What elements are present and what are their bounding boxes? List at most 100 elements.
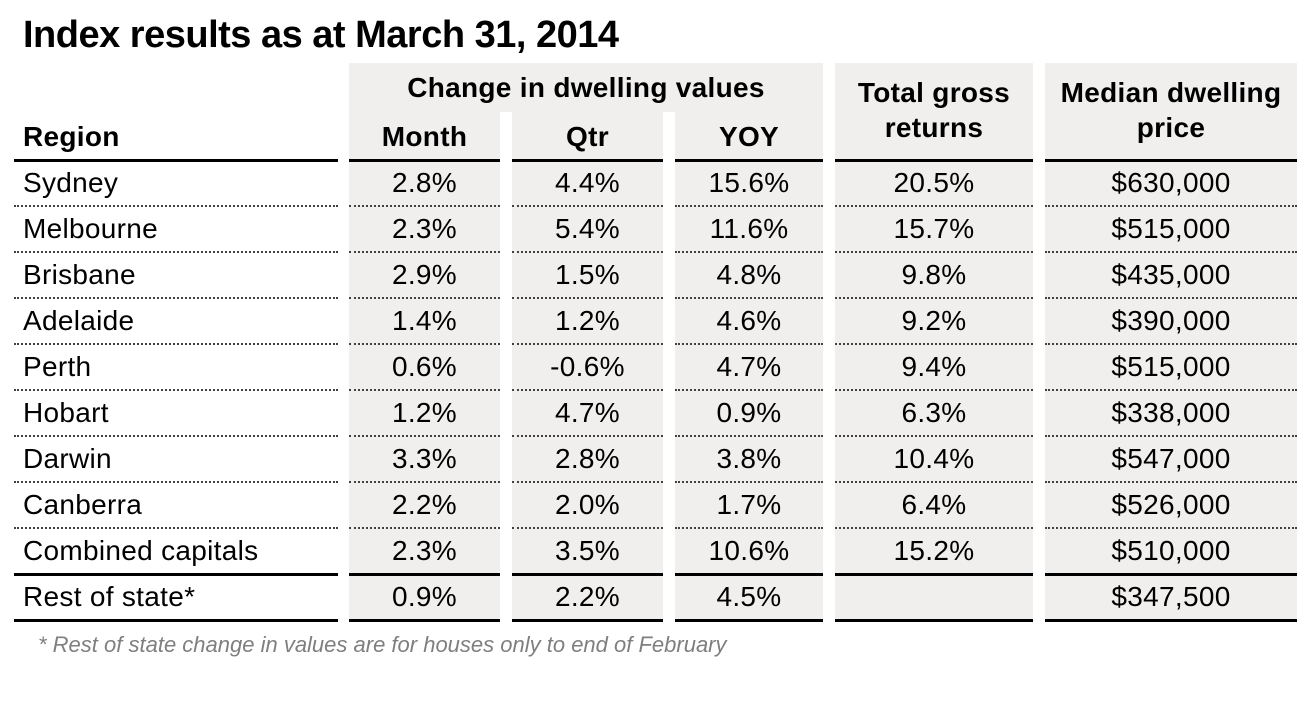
table-row: Perth 0.6% -0.6% 4.7% 9.4% $515,000 xyxy=(14,344,1297,391)
column-gap xyxy=(338,390,349,436)
qtr-cell: 5.4% xyxy=(512,206,663,253)
median-cell: $547,000 xyxy=(1045,436,1297,483)
column-gap xyxy=(823,298,835,344)
month-cell: 2.8% xyxy=(349,160,500,207)
column-gap xyxy=(338,252,349,298)
median-cell: $630,000 xyxy=(1045,160,1297,207)
median-cell: $526,000 xyxy=(1045,482,1297,529)
footnote: * Rest of state change in values are for… xyxy=(38,631,727,657)
column-gap xyxy=(338,206,349,252)
table-header-group-row: Change in dwelling values Total gross re… xyxy=(14,63,1297,162)
region-cell: Combined capitals xyxy=(14,528,338,576)
yoy-cell: 4.8% xyxy=(675,252,823,299)
column-gap xyxy=(823,344,835,390)
yoy-cell: 4.7% xyxy=(675,344,823,391)
column-gap xyxy=(500,528,512,574)
yoy-cell: 3.8% xyxy=(675,436,823,483)
index-results-table: Change in dwelling values Total gross re… xyxy=(14,63,1297,622)
column-gap xyxy=(663,252,675,298)
column-header-region: Region xyxy=(14,112,338,162)
column-gap xyxy=(1033,160,1045,206)
region-cell: Darwin xyxy=(14,436,338,483)
total-gross-cell: 15.7% xyxy=(835,206,1033,253)
column-gap xyxy=(500,436,512,482)
column-gap xyxy=(500,252,512,298)
region-cell: Hobart xyxy=(14,390,338,437)
column-gap xyxy=(663,574,675,620)
column-header-yoy: YOY xyxy=(675,112,823,162)
column-header-qtr: Qtr xyxy=(512,112,663,162)
region-cell: Canberra xyxy=(14,482,338,529)
column-gap xyxy=(338,298,349,344)
column-gap xyxy=(823,390,835,436)
total-gross-cell: 20.5% xyxy=(835,160,1033,207)
column-gap xyxy=(663,206,675,252)
column-gap xyxy=(663,160,675,206)
month-cell: 0.6% xyxy=(349,344,500,391)
table-row: Darwin 3.3% 2.8% 3.8% 10.4% $547,000 xyxy=(14,436,1297,483)
qtr-cell: 1.5% xyxy=(512,252,663,299)
column-gap xyxy=(338,112,349,160)
total-gross-cell: 9.8% xyxy=(835,252,1033,299)
column-gap xyxy=(823,574,835,620)
column-gap xyxy=(500,160,512,206)
month-cell: 1.2% xyxy=(349,390,500,437)
column-gap xyxy=(663,298,675,344)
total-gross-cell: 9.4% xyxy=(835,344,1033,391)
column-header-total-gross-returns: Total gross returns xyxy=(835,63,1033,162)
column-gap xyxy=(823,252,835,298)
column-gap xyxy=(1033,528,1045,574)
column-gap xyxy=(1033,206,1045,252)
qtr-cell: 4.7% xyxy=(512,390,663,437)
qtr-cell: 4.4% xyxy=(512,160,663,207)
column-gap xyxy=(1033,344,1045,390)
table-row: Adelaide 1.4% 1.2% 4.6% 9.2% $390,000 xyxy=(14,298,1297,345)
column-gap xyxy=(338,63,349,112)
table-row: Canberra 2.2% 2.0% 1.7% 6.4% $526,000 xyxy=(14,482,1297,529)
month-cell: 2.3% xyxy=(349,528,500,576)
column-gap xyxy=(338,528,349,574)
column-gap xyxy=(1033,298,1045,344)
column-header-month: Month xyxy=(349,112,500,162)
column-gap xyxy=(823,63,835,112)
table-row: Combined capitals 2.3% 3.5% 10.6% 15.2% $510,… xyxy=(14,528,1297,576)
median-cell: $515,000 xyxy=(1045,206,1297,253)
month-cell: 2.2% xyxy=(349,482,500,529)
column-gap xyxy=(663,482,675,528)
yoy-cell: 0.9% xyxy=(675,390,823,437)
column-gap xyxy=(823,482,835,528)
column-gap xyxy=(338,482,349,528)
column-gap xyxy=(500,344,512,390)
column-header-median-dwelling-price: Median dwelling price xyxy=(1045,63,1297,162)
median-cell: $510,000 xyxy=(1045,528,1297,576)
median-cell: $390,000 xyxy=(1045,298,1297,345)
yoy-cell: 4.6% xyxy=(675,298,823,345)
month-cell: 2.9% xyxy=(349,252,500,299)
column-gap xyxy=(823,436,835,482)
column-gap xyxy=(500,390,512,436)
column-gap xyxy=(1033,436,1045,482)
table-row: Sydney 2.8% 4.4% 15.6% 20.5% $630,000 xyxy=(14,160,1297,207)
region-cell: Brisbane xyxy=(14,252,338,299)
table-row: Rest of state* 0.9% 2.2% 4.5% $347,500 xyxy=(14,574,1297,622)
column-gap xyxy=(823,160,835,206)
qtr-cell: 1.2% xyxy=(512,298,663,345)
region-cell: Perth xyxy=(14,344,338,391)
column-gap xyxy=(500,112,512,160)
column-gap xyxy=(663,390,675,436)
total-gross-cell: 6.3% xyxy=(835,390,1033,437)
qtr-cell: 2.0% xyxy=(512,482,663,529)
column-gap xyxy=(338,574,349,620)
total-gross-cell xyxy=(835,574,1033,622)
column-gap xyxy=(823,112,835,160)
column-gap xyxy=(500,482,512,528)
column-gap xyxy=(663,344,675,390)
column-gap xyxy=(1033,390,1045,436)
column-gap xyxy=(663,528,675,574)
total-gross-cell: 9.2% xyxy=(835,298,1033,345)
column-group-header-change-in-dwelling-values: Change in dwelling values xyxy=(349,63,823,112)
column-gap xyxy=(500,298,512,344)
month-cell: 0.9% xyxy=(349,574,500,622)
qtr-cell: 3.5% xyxy=(512,528,663,576)
total-gross-cell: 6.4% xyxy=(835,482,1033,529)
